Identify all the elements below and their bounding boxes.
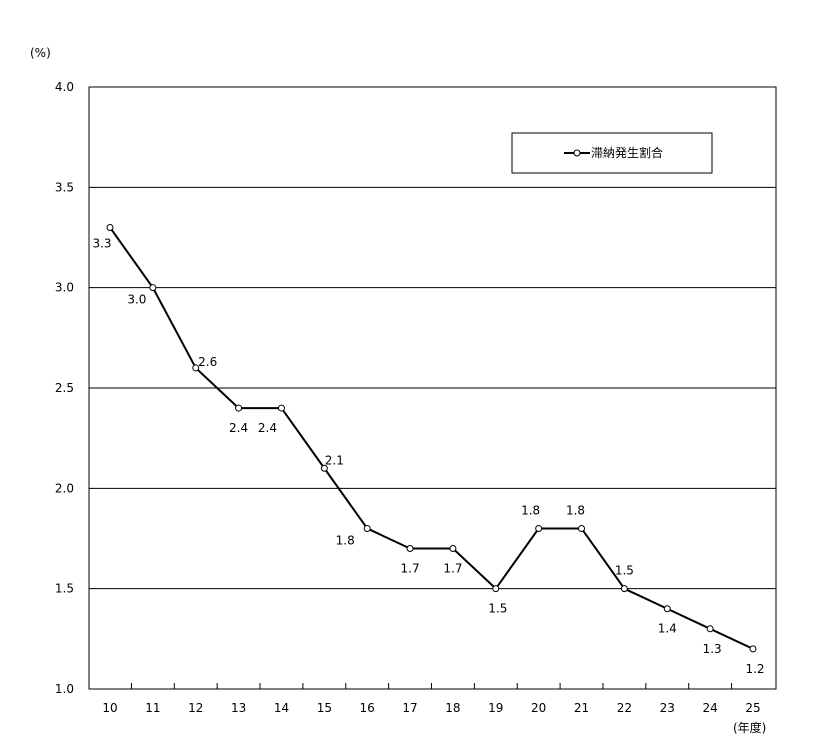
data-label: 2.1 (325, 453, 344, 467)
x-tick-label: 14 (274, 701, 289, 715)
y-tick-label: 2.0 (55, 481, 74, 495)
x-tick-label: 24 (702, 701, 717, 715)
data-point (406, 545, 414, 553)
data-label: 1.8 (336, 533, 355, 547)
data-point (578, 524, 586, 532)
x-tick-label: 16 (360, 701, 375, 715)
data-point (106, 223, 114, 231)
data-label: 1.7 (443, 562, 462, 576)
data-label: 3.3 (92, 236, 111, 250)
x-tick-label: 17 (402, 701, 417, 715)
data-point (235, 404, 243, 412)
y-tick-label: 1.5 (55, 582, 74, 596)
data-label: 1.2 (745, 662, 764, 676)
data-point (749, 645, 757, 653)
x-tick-label: 11 (145, 701, 160, 715)
data-point (706, 625, 714, 633)
data-label: 2.4 (229, 421, 248, 435)
data-label: 1.5 (488, 602, 507, 616)
data-point (492, 585, 500, 593)
x-tick-label: 21 (574, 701, 589, 715)
data-label: 2.6 (198, 355, 217, 369)
data-point (620, 585, 628, 593)
y-tick-label: 3.5 (55, 180, 74, 194)
x-tick-label: 13 (231, 701, 246, 715)
legend-label: 滞納発生割合 (591, 145, 663, 160)
data-label: 1.8 (566, 503, 585, 517)
y-tick-label: 4.0 (55, 80, 74, 94)
data-label: 1.4 (658, 622, 677, 636)
y-axis-unit-label: (%) (30, 46, 51, 60)
x-tick-label: 25 (745, 701, 760, 715)
y-tick-label: 1.0 (55, 682, 74, 696)
legend: 滞納発生割合 (511, 132, 713, 174)
data-label: 3.0 (127, 293, 146, 307)
x-tick-label: 18 (445, 701, 460, 715)
plot-frame (88, 86, 777, 690)
y-tick-label: 2.5 (55, 381, 74, 395)
data-label: 2.4 (258, 421, 277, 435)
x-tick-label: 22 (617, 701, 632, 715)
data-point (277, 404, 285, 412)
data-point (663, 605, 671, 613)
x-axis-unit-label: (年度) (733, 720, 766, 735)
data-point (535, 524, 543, 532)
data-point (149, 284, 157, 292)
gridlines (89, 186, 776, 590)
series-line (109, 226, 754, 650)
y-tick-label: 3.0 (55, 281, 74, 295)
x-axis-ticks: 10 11 12 13 14 15 16 17 18 19 20 21 22 23 24 25 (102, 683, 761, 715)
data-point (320, 464, 328, 472)
x-tick-label: 23 (660, 701, 675, 715)
data-label: 1.8 (521, 503, 540, 517)
x-tick-label: 20 (531, 701, 546, 715)
x-tick-label: 15 (317, 701, 332, 715)
series-layer: 3.3 3.0 2.6 2.4 2.4 2.1 1.8 1.7 1.7 1.5 1.8 1.8 1.5 1… (92, 223, 765, 676)
x-tick-label: 12 (188, 701, 203, 715)
legend-box (511, 132, 713, 174)
data-label: 1.3 (703, 642, 722, 656)
legend-marker (573, 149, 581, 157)
x-tick-label: 19 (488, 701, 503, 715)
data-label: 1.7 (401, 562, 420, 576)
data-point (192, 364, 200, 372)
data-label: 1.5 (615, 564, 634, 578)
x-tick-label: 10 (102, 701, 117, 715)
y-axis-ticks: 1.0 1.5 2.0 2.5 3.0 3.5 4.0 (55, 80, 74, 696)
data-point (363, 524, 371, 532)
data-point (449, 545, 457, 553)
